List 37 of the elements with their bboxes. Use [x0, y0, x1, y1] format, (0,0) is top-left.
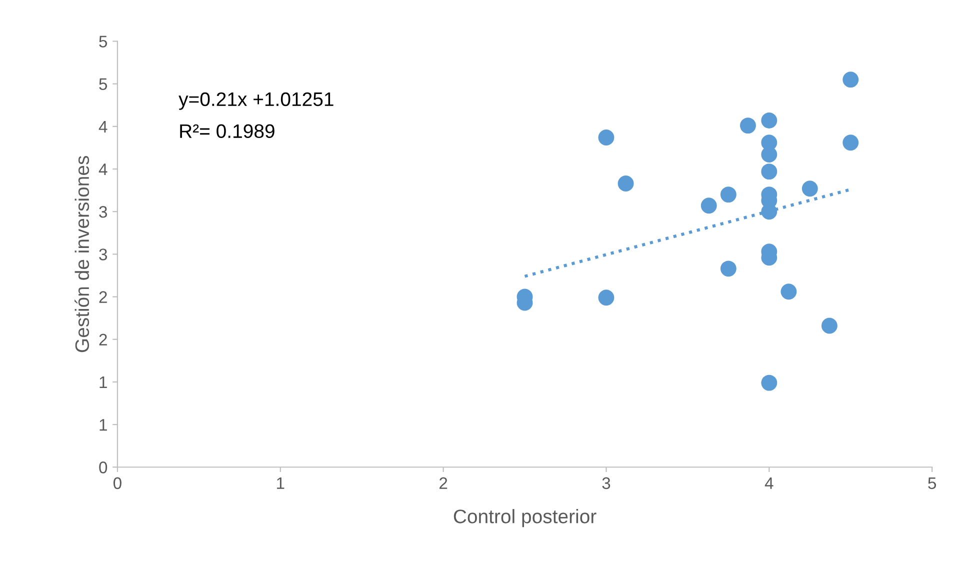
y-tick-label: 5: [99, 78, 108, 90]
point: [720, 260, 736, 277]
y-tick-label: 2: [99, 334, 107, 346]
point: [842, 72, 859, 88]
y-tick-label: 5: [99, 36, 108, 48]
point: [761, 146, 778, 163]
point: [802, 180, 818, 197]
point: [761, 164, 778, 180]
x-tick-label: 4: [764, 477, 774, 489]
y-tick-label: 2: [99, 291, 107, 303]
x-tick-label: 2: [440, 477, 448, 489]
point: [720, 186, 736, 203]
point: [821, 318, 838, 334]
y-tick-label: 0: [99, 462, 108, 474]
y-tick-label: 4: [98, 164, 108, 176]
point: [740, 118, 756, 134]
annotation: R²= 0.1989: [180, 124, 274, 138]
point: [780, 284, 797, 300]
point: [761, 374, 778, 391]
y-tick-label: 3: [99, 248, 108, 260]
x-tick-label: 5: [928, 477, 936, 490]
x-tick-label: 3: [602, 477, 610, 490]
point: [598, 290, 614, 306]
x-tick-label: 1: [277, 477, 284, 489]
y-tick-label: 3: [99, 206, 108, 218]
y-axis-title: Gestión de inversiones: [74, 156, 90, 352]
y-tick-label: 1: [100, 376, 107, 388]
point: [618, 176, 634, 192]
point: [700, 198, 717, 214]
point: [842, 134, 859, 151]
y-tick-label: 1: [100, 419, 107, 431]
x-tick-label: 0: [113, 477, 122, 490]
point: [598, 130, 614, 146]
y-tick-label: 4: [98, 121, 108, 132]
annotation: y=0.21x +1.01251: [178, 92, 334, 110]
x-axis-title: Control posterior: [454, 509, 596, 528]
point: [761, 112, 778, 128]
